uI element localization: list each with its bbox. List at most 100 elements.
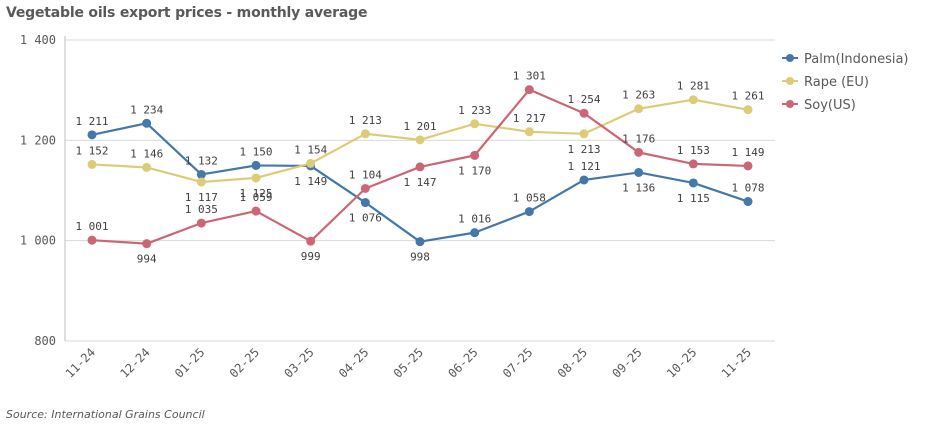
legend-entry: Rape (EU) [804, 75, 869, 90]
data-point [87, 159, 97, 169]
x-tick-label: 11-25 [719, 345, 754, 380]
data-point [743, 161, 753, 171]
data-point [634, 147, 644, 157]
y-tick-label: 1 000 [20, 234, 56, 248]
data-label: 1 213 [349, 114, 382, 127]
data-point [688, 159, 698, 169]
data-point [306, 236, 316, 246]
data-point [415, 162, 425, 172]
data-point [524, 85, 534, 95]
data-point [360, 183, 370, 193]
data-label: 1 217 [513, 112, 546, 125]
data-label: 1 136 [622, 181, 655, 194]
data-point [142, 162, 152, 172]
y-tick-label: 1 400 [20, 33, 56, 47]
data-label: 1 261 [731, 90, 764, 103]
data-point [688, 95, 698, 105]
data-label: 1 201 [403, 120, 436, 133]
data-point [415, 237, 425, 247]
x-tick-label: 08-25 [555, 345, 590, 380]
data-label: 1 132 [185, 154, 218, 167]
data-point [470, 150, 480, 160]
x-tick-label: 03-25 [281, 345, 316, 380]
data-point [196, 177, 206, 187]
data-label: 1 153 [677, 144, 710, 157]
legend-swatch-dot [786, 77, 794, 85]
data-label: 999 [301, 250, 321, 263]
y-tick-label: 1 200 [20, 133, 56, 147]
data-label: 1 150 [239, 145, 272, 158]
x-tick-label: 10-25 [664, 345, 699, 380]
data-label: 1 059 [239, 191, 272, 204]
y-tick-label: 800 [34, 334, 56, 348]
data-label: 1 035 [185, 203, 218, 216]
data-label: 1 154 [294, 143, 327, 156]
data-label: 1 115 [677, 192, 710, 205]
data-point [634, 104, 644, 114]
data-point [142, 118, 152, 128]
data-point [142, 239, 152, 249]
x-tick-label: 06-25 [445, 345, 480, 380]
x-tick-label: 12-24 [117, 345, 152, 380]
legend-swatch-dot [786, 100, 794, 108]
x-tick-label: 11-24 [63, 345, 98, 380]
data-label: 1 058 [513, 192, 546, 205]
data-point [251, 160, 261, 170]
data-label: 1 213 [567, 143, 600, 156]
data-point [196, 218, 206, 228]
data-point [688, 178, 698, 188]
data-label: 1 234 [130, 103, 163, 116]
data-point [360, 198, 370, 208]
data-label: 1 263 [622, 89, 655, 102]
data-point [306, 158, 316, 168]
data-label: 1 146 [130, 147, 163, 160]
x-tick-label: 02-25 [227, 345, 262, 380]
legend-swatch-dot [786, 54, 794, 62]
x-tick-label: 05-25 [391, 345, 426, 380]
data-label: 1 233 [458, 104, 491, 117]
data-point [196, 169, 206, 179]
chart-title: Vegetable oils export prices - monthly a… [6, 5, 368, 21]
legend-entry: Soy(US) [804, 98, 856, 113]
data-point [743, 105, 753, 115]
data-point [579, 108, 589, 118]
legend-entry: Palm(Indonesia) [804, 52, 909, 67]
data-label: 1 104 [349, 168, 382, 181]
data-point [579, 129, 589, 139]
data-label: 1 117 [185, 191, 218, 204]
data-label: 1 149 [731, 146, 764, 159]
x-tick-label: 09-25 [609, 345, 644, 380]
data-label: 1 147 [403, 176, 436, 189]
data-label: 1 301 [513, 70, 546, 83]
data-label: 1 016 [458, 213, 491, 226]
data-label: 1 152 [75, 144, 108, 157]
data-point [470, 119, 480, 129]
data-label: 1 078 [731, 182, 764, 195]
data-label: 1 149 [294, 175, 327, 188]
data-label: 1 176 [622, 132, 655, 145]
data-point [524, 207, 534, 217]
data-point [415, 135, 425, 145]
data-point [360, 129, 370, 139]
data-label: 998 [410, 251, 430, 264]
x-tick-label: 07-25 [500, 345, 535, 380]
data-label: 1 254 [567, 93, 600, 106]
data-point [87, 130, 97, 140]
source-note: Source: International Grains Council [6, 408, 205, 421]
data-label: 1 211 [75, 115, 108, 128]
data-label: 1 125 [239, 187, 272, 200]
data-point [743, 197, 753, 207]
data-point [251, 173, 261, 183]
data-point [524, 127, 534, 137]
data-label: 1 170 [458, 164, 491, 177]
data-point [251, 206, 261, 216]
data-label: 1 121 [567, 160, 600, 173]
data-label: 1 001 [75, 220, 108, 233]
data-point [634, 167, 644, 177]
data-point [579, 175, 589, 185]
data-point [87, 235, 97, 245]
x-tick-label: 01-25 [172, 345, 207, 380]
x-tick-label: 04-25 [336, 345, 371, 380]
data-label: 1 076 [349, 212, 382, 225]
